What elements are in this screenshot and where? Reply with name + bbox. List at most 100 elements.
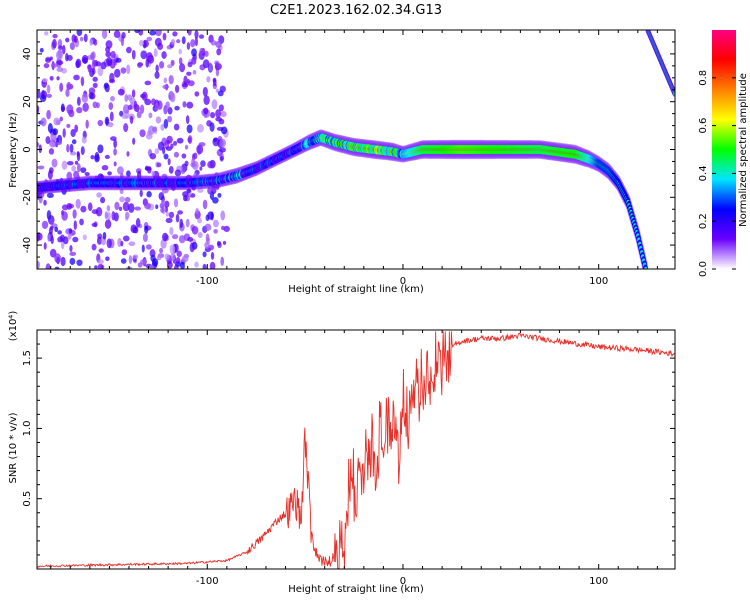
noise-speck — [37, 165, 45, 170]
noise-speck — [154, 148, 159, 155]
noise-speck — [46, 93, 52, 98]
heatmap-noise-layer — [37, 30, 230, 269]
noise-speck — [80, 205, 87, 213]
y-tick-label: 0 — [22, 146, 33, 152]
noise-speck — [72, 236, 79, 243]
noise-speck — [197, 217, 203, 224]
noise-speck — [43, 63, 50, 69]
noise-speck — [49, 141, 56, 148]
noise-speck — [210, 40, 217, 46]
noise-speck — [174, 264, 179, 269]
noise-speck — [50, 63, 58, 68]
noise-speck — [144, 166, 152, 171]
noise-speck — [179, 218, 184, 229]
noise-speck — [110, 95, 115, 102]
noise-speck — [202, 263, 207, 269]
heatmap-ridge-layer — [37, 30, 675, 269]
noise-speck — [92, 101, 98, 109]
noise-speck — [56, 66, 64, 73]
noise-speck — [193, 172, 197, 177]
noise-speck — [62, 128, 66, 138]
noise-speck — [161, 199, 165, 207]
noise-speck — [49, 248, 57, 258]
noise-speck — [176, 250, 182, 258]
noise-speck — [142, 39, 149, 48]
noise-speck — [120, 240, 124, 247]
snr-x-label: Height of straight line (km) — [288, 584, 424, 595]
noise-speck — [73, 74, 80, 81]
noise-speck — [88, 92, 94, 100]
snr-panel: -100 0 100 0.5 1.0 1.5 Height of straight li… — [8, 311, 676, 595]
noise-speck — [53, 117, 60, 126]
noise-speck — [160, 238, 167, 249]
noise-speck — [57, 45, 63, 51]
snr-x-ticks: -100 0 100 — [50, 330, 658, 587]
noise-speck — [76, 30, 83, 37]
snr-series-line — [37, 331, 675, 569]
noise-speck — [128, 255, 133, 264]
noise-speck — [37, 142, 40, 147]
noise-speck — [140, 50, 148, 60]
noise-speck — [178, 48, 182, 55]
noise-speck — [102, 231, 107, 240]
colorbar-gradient — [712, 30, 736, 269]
noise-speck — [90, 52, 95, 61]
noise-speck — [95, 61, 102, 67]
noise-speck — [144, 98, 152, 106]
noise-speck — [149, 264, 155, 269]
noise-speck — [196, 144, 204, 155]
noise-speck — [209, 261, 216, 269]
noise-speck — [200, 160, 206, 168]
noise-speck — [56, 60, 64, 66]
noise-speck — [161, 173, 168, 178]
noise-speck — [109, 72, 115, 83]
noise-speck — [167, 106, 173, 115]
noise-speck — [153, 126, 158, 135]
noise-speck — [76, 151, 80, 157]
noise-speck — [80, 76, 85, 87]
noise-speck — [170, 92, 176, 103]
noise-speck — [39, 94, 47, 102]
noise-speck — [149, 30, 157, 36]
heatmap-y-ticks: -40 -20 0 20 40 — [22, 41, 675, 258]
noise-speck — [170, 39, 176, 45]
noise-speck — [139, 104, 145, 114]
colorbar-tick-label: 0.0 — [698, 261, 709, 277]
heatmap-y-label: Frequency (Hz) — [8, 112, 19, 188]
noise-speck — [174, 105, 180, 111]
noise-speck — [114, 201, 120, 211]
noise-speck — [185, 218, 190, 228]
noise-speck — [202, 86, 208, 97]
noise-speck — [101, 165, 109, 171]
noise-speck — [171, 234, 179, 240]
noise-speck — [194, 30, 199, 39]
noise-speck — [137, 62, 143, 68]
noise-speck — [47, 122, 53, 133]
noise-speck — [145, 244, 152, 250]
noise-speck — [187, 61, 193, 68]
noise-speck — [173, 140, 178, 146]
noise-speck — [182, 191, 189, 198]
noise-speck — [155, 116, 162, 124]
noise-speck — [165, 101, 170, 109]
noise-speck — [154, 71, 160, 79]
noise-speck — [168, 74, 174, 85]
noise-speck — [123, 123, 129, 133]
noise-speck — [45, 263, 51, 269]
noise-speck — [193, 152, 198, 160]
noise-speck — [100, 196, 106, 204]
noise-speck — [52, 33, 58, 39]
noise-speck — [37, 105, 40, 112]
noise-speck — [210, 251, 215, 260]
y-tick-label: 40 — [22, 48, 33, 61]
noise-speck — [121, 114, 129, 119]
noise-speck — [142, 233, 148, 243]
noise-speck — [71, 34, 77, 43]
noise-speck — [202, 199, 208, 210]
noise-speck — [132, 137, 136, 145]
noise-speck — [60, 234, 65, 242]
noise-speck — [60, 256, 66, 267]
ridge-core — [644, 266, 648, 269]
noise-speck — [107, 211, 111, 221]
noise-speck — [140, 93, 146, 99]
